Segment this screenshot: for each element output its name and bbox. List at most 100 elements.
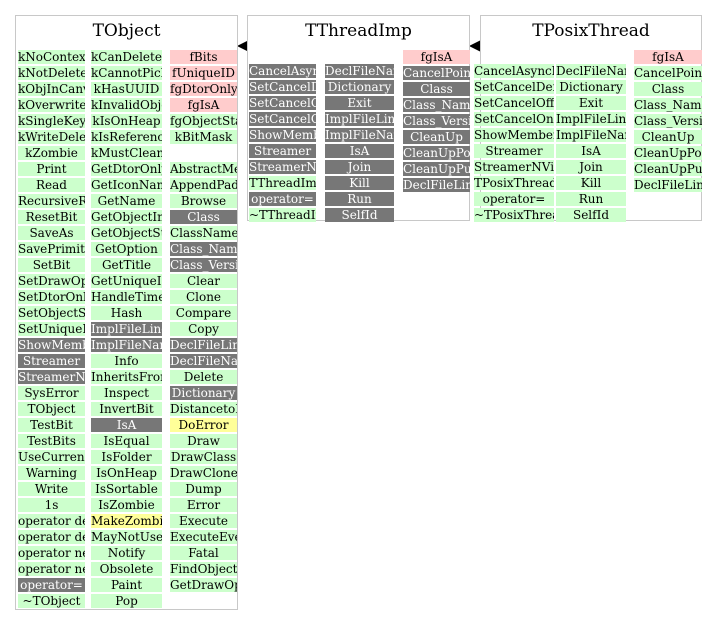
member-cell: SysError — [18, 386, 85, 400]
member-cell: Dictionary — [556, 80, 626, 94]
member-cell: TThreadImp — [249, 176, 316, 190]
member-cell: ImplFileName — [556, 128, 626, 142]
member-cell: DeclFileName — [170, 354, 237, 368]
member-cell: Kill — [556, 176, 626, 190]
member-cell: IsZombie — [91, 498, 162, 512]
member-cell: kCanDelete — [91, 50, 162, 64]
member-cell: CancelPoint — [634, 66, 702, 80]
member-cell: Kill — [325, 176, 394, 190]
member-cell: kCannotPick — [91, 66, 162, 80]
member-cell: GetName — [91, 194, 162, 208]
member-cell: ShowMembers — [18, 338, 85, 352]
member-cell: SetCancelOff — [474, 96, 554, 110]
member-cell: Delete — [170, 370, 237, 384]
member-cell: MakeZombie — [91, 514, 162, 528]
member-cell: fgObjectStat — [170, 114, 237, 128]
member-column: kCanDelete kCannotPick kHasUUID kInvalidObj… — [91, 50, 162, 610]
member-cell: ~TPosixThread — [474, 208, 554, 222]
member-column: CancelAsynchronous SetCancelDeferred SetCa… — [474, 64, 554, 224]
class-box-tposixthread: TPosixThread CancelAsynchronous SetCancel… — [474, 15, 702, 224]
member-cell: Warning — [18, 466, 85, 480]
member-cell: Streamer — [18, 354, 85, 368]
member-cell: Compare — [170, 306, 237, 320]
member-cell: SetUniqueID — [18, 322, 85, 336]
member-cell: GetOption — [91, 242, 162, 256]
member-cell: InvertBit — [91, 402, 162, 416]
member-cell: DeclFileName — [325, 64, 394, 78]
member-cell: operator new — [18, 546, 85, 560]
member-cell: FindObject — [170, 562, 237, 576]
member-cell: Write — [18, 482, 85, 496]
member-cell: DeclFileLine — [634, 178, 702, 192]
member-cell: Run — [325, 192, 394, 206]
member-cell: ShowMembers — [474, 128, 554, 142]
member-cell: AbstractMethod — [170, 162, 237, 176]
member-cell: ExecuteEvent — [170, 530, 237, 544]
class-title: TObject — [92, 21, 161, 41]
member-cell: operator delete — [18, 514, 85, 528]
member-cell: GetObjectStat — [91, 226, 162, 240]
member-cell: CleanUpPush — [634, 162, 702, 176]
member-cell: fgDtorOnly — [170, 82, 237, 96]
member-cell: Paint — [91, 578, 162, 592]
member-cell: MayNotUse — [91, 530, 162, 544]
member-cell: Exit — [556, 96, 626, 110]
member-cell: kObjInCanvas — [18, 82, 85, 96]
member-cell: DoError — [170, 418, 237, 432]
member-cell: SetCancelOn — [474, 112, 554, 126]
member-cell: operator new[] — [18, 562, 85, 576]
member-cell: TObject — [18, 402, 85, 416]
member-cell: Exit — [325, 96, 394, 110]
member-cell: Streamer — [249, 144, 316, 158]
member-column: fgIsA CancelPoint Class Class_Name Class_Ver… — [403, 50, 470, 194]
member-cell: AppendPad — [170, 178, 237, 192]
member-cell: DrawClass — [170, 450, 237, 464]
member-cell: operator= — [474, 192, 554, 206]
member-column: DeclFileName Dictionary Exit ImplFileLine Im… — [556, 64, 626, 224]
member-cell: Print — [18, 162, 85, 176]
member-cell: DrawClone — [170, 466, 237, 480]
member-cell: GetDrawOption — [170, 578, 237, 592]
member-cell: Class_Name — [403, 98, 470, 112]
member-cell: TestBits — [18, 434, 85, 448]
member-cell: 1s — [18, 498, 85, 512]
member-cell: CleanUpPop — [403, 146, 470, 160]
member-cell: kNotDeleted — [18, 66, 85, 80]
class-box-tthreadimp: TThreadImp CancelAsynchronous SetCancelDe… — [247, 15, 470, 222]
member-cell: operator= — [18, 578, 85, 592]
member-cell: operator= — [249, 192, 316, 206]
member-cell: SetCancelDeferred — [474, 80, 554, 94]
member-cell: fgIsA — [170, 98, 237, 112]
member-cell: Read — [18, 178, 85, 192]
member-cell: Class — [170, 210, 237, 224]
member-cell: ~TThreadImp — [249, 208, 316, 222]
member-cell: IsFolder — [91, 450, 162, 464]
member-cell: Obsolete — [91, 562, 162, 576]
inheritance-arrow-tposixthread-to-tthreadimp — [469, 40, 481, 52]
member-cell: fBits — [170, 50, 237, 64]
member-cell: kBitMask — [170, 130, 237, 144]
member-cell: fgIsA — [634, 50, 702, 64]
member-cell: kSingleKey — [18, 114, 85, 128]
class-title: TThreadImp — [305, 21, 412, 41]
member-cell: GetUniqueID — [91, 274, 162, 288]
member-cell: SetDrawOption — [18, 274, 85, 288]
member-cell: kZombie — [18, 146, 85, 160]
member-column: fBits fUniqueID fgDtorOnly fgIsA fgObjectSta… — [170, 50, 237, 594]
member-cell: IsA — [556, 144, 626, 158]
member-cell: ImplFileName — [325, 128, 394, 142]
member-cell: Dictionary — [170, 386, 237, 400]
member-cell: CleanUp — [634, 130, 702, 144]
member-cell: SetCancelOff — [249, 96, 316, 110]
member-cell: Draw — [170, 434, 237, 448]
member-cell: kOverwrite — [18, 98, 85, 112]
member-cell: SelfId — [556, 208, 626, 222]
member-cell: kNoContextMenu — [18, 50, 85, 64]
member-cell: fgIsA — [403, 50, 470, 64]
member-cell: IsSortable — [91, 482, 162, 496]
member-cell: StreamerNVirtual — [249, 160, 316, 174]
member-cell: SaveAs — [18, 226, 85, 240]
member-column: fgIsA CancelPoint Class Class_Name Class_Ver… — [634, 50, 702, 194]
member-cell: Class — [634, 82, 702, 96]
